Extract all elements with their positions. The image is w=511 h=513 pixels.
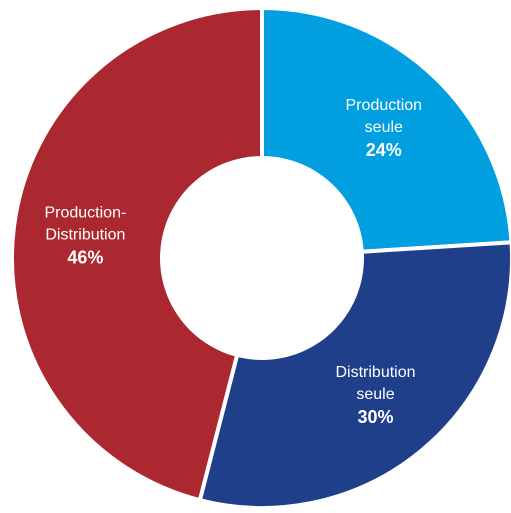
slice-label-line: Distribution	[335, 364, 415, 381]
slice-label-1: Distribution seule 30%	[335, 364, 415, 427]
slice-value-label: 46%	[67, 248, 103, 268]
slice-label-line: Production	[346, 97, 423, 114]
slice-value-label: 24%	[366, 140, 402, 160]
slice-label-line: Production-	[44, 205, 126, 222]
slice-label-line: seule	[356, 386, 394, 403]
slice-label-2: Production- Distribution 46%	[44, 205, 126, 268]
slice-2	[9, 5, 264, 503]
slice-label-0: Production seule 24%	[346, 97, 423, 160]
slice-label-line: seule	[365, 119, 403, 136]
slice-labels: Production seule 24% Distribution seule 30% Pr…	[44, 97, 422, 427]
donut-hole	[160, 156, 364, 360]
slice-value-label: 30%	[357, 407, 393, 427]
slice-label-line: Distribution	[45, 227, 125, 244]
